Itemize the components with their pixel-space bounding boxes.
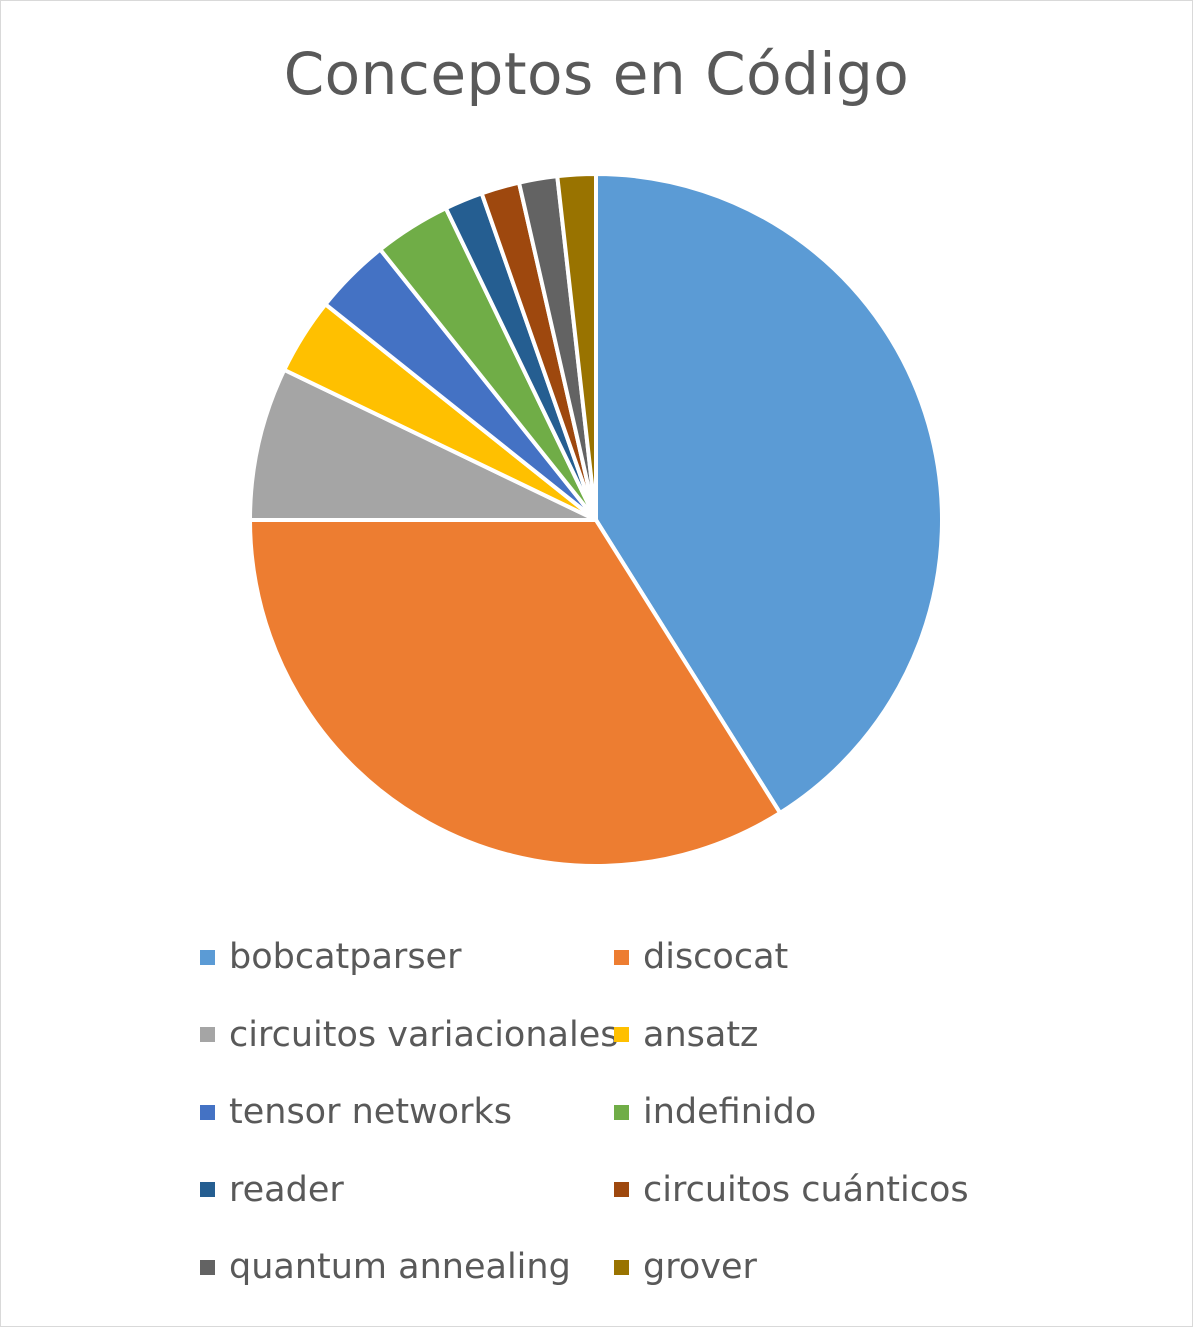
legend-swatch (614, 1104, 629, 1120)
pie-slice-grover (555, 172, 598, 522)
legend-swatch (614, 1259, 629, 1275)
pie-slice-circuitos-variacionales (248, 367, 598, 522)
legend-label: tensor networks (229, 1092, 512, 1132)
legend-label: quantum annealing (229, 1247, 571, 1287)
legend-item-bobcatparser: bobcatparser (200, 937, 461, 977)
legend-item-circuitos-variacionales: circuitos variacionales (200, 1015, 618, 1055)
legend-swatch (200, 1027, 215, 1042)
legend-label: indefinido (643, 1092, 817, 1132)
legend-label: circuitos cuánticos (643, 1169, 969, 1210)
legend-swatch (614, 949, 629, 965)
legend-swatch (200, 1182, 215, 1197)
legend-label: ansatz (643, 1014, 759, 1055)
legend-label: reader (229, 1169, 344, 1210)
legend-item-tensor-networks: tensor networks (200, 1092, 512, 1132)
pie-slice-discocat (248, 518, 783, 868)
legend-item-circuitos-cuanticos: circuitos cuánticos (614, 1170, 969, 1210)
pie-slice-bobcatparser (594, 172, 944, 815)
legend-label: circuitos variacionales (229, 1014, 619, 1055)
legend-label: grover (643, 1247, 757, 1287)
legend-swatch (614, 1027, 629, 1042)
legend-swatch (614, 1182, 629, 1197)
legend-item-reader: reader (200, 1170, 344, 1210)
legend-swatch (200, 949, 215, 965)
legend-item-grover: grover (614, 1247, 757, 1287)
legend-item-indefinido: indefinido (614, 1092, 816, 1132)
legend-swatch (200, 1259, 215, 1275)
chart-title: Conceptos en Código (283, 40, 910, 108)
legend-item-discocat: discocat (614, 937, 788, 977)
legend-item-quantum-annealing: quantum annealing (200, 1247, 571, 1287)
legend-label: bobcatparser (229, 937, 462, 977)
legend-item-ansatz: ansatz (614, 1015, 758, 1055)
legend-swatch (200, 1104, 215, 1120)
legend-label: discocat (643, 937, 789, 977)
